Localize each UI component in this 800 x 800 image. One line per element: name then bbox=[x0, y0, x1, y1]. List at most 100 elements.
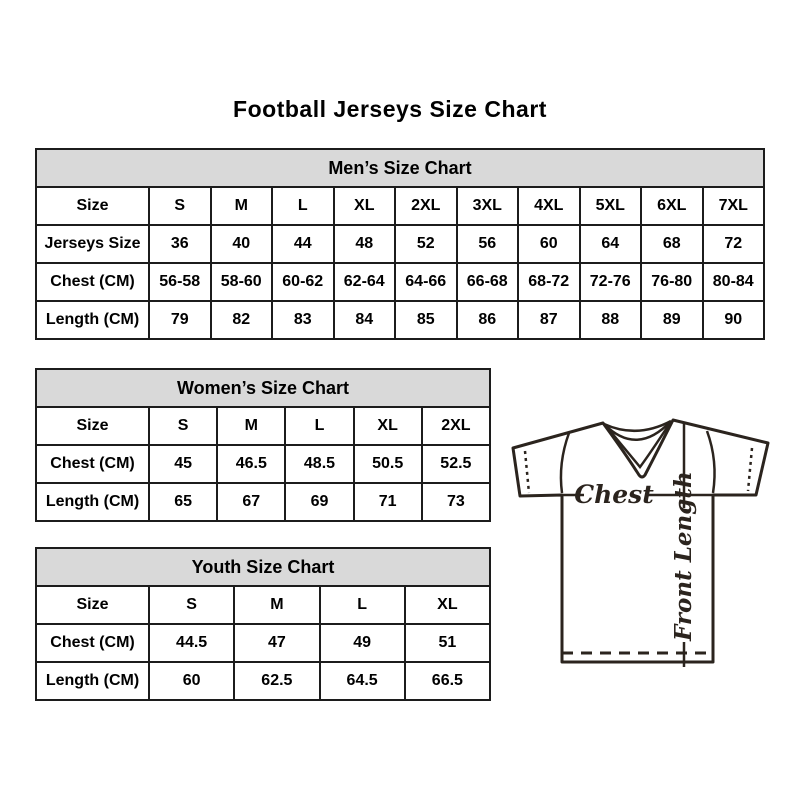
youth-table-title: Youth Size Chart bbox=[35, 547, 491, 587]
mens-cell: 84 bbox=[332, 300, 396, 340]
left-sleeve-seam bbox=[559, 432, 571, 494]
mens-cell: M bbox=[209, 186, 273, 226]
mens-cell: 52 bbox=[394, 224, 458, 264]
mens-row-label: Size bbox=[35, 186, 150, 226]
mens-cell: 72 bbox=[701, 224, 765, 264]
youth-cell: 66.5 bbox=[403, 661, 492, 701]
womens-table-row: Size S M L XL 2XL bbox=[35, 406, 492, 446]
mens-table-row: Chest (CM) 56-58 58-60 60-62 62-64 64-66 66-68… bbox=[35, 262, 765, 302]
collar-inner-v-line bbox=[605, 422, 672, 470]
mens-cell: 62-64 bbox=[332, 262, 396, 302]
womens-cell: 65 bbox=[147, 482, 219, 522]
mens-table-title: Men’s Size Chart bbox=[35, 148, 765, 188]
youth-row-label: Size bbox=[35, 585, 150, 625]
womens-row-label: Length (CM) bbox=[35, 482, 150, 522]
youth-cell: 49 bbox=[318, 623, 406, 663]
youth-table-row: Size S M L XL bbox=[35, 585, 492, 625]
youth-cell: M bbox=[233, 585, 321, 625]
youth-row-label: Length (CM) bbox=[35, 661, 150, 701]
womens-cell: S bbox=[147, 406, 219, 446]
mens-table-row: Jerseys Size 36 40 44 48 52 56 60 64 68 72 bbox=[35, 224, 765, 264]
womens-size-table: Women’s Size Chart Size S M L XL 2XL Chest (CM)… bbox=[35, 368, 492, 522]
mens-cell: 36 bbox=[148, 224, 212, 264]
mens-cell: 87 bbox=[517, 300, 581, 340]
mens-table-row: Size S M L XL 2XL 3XL 4XL 5XL 6XL 7XL bbox=[35, 186, 765, 226]
youth-table-row: Length (CM) 60 62.5 64.5 66.5 bbox=[35, 661, 492, 701]
mens-cell: 76-80 bbox=[640, 262, 704, 302]
womens-table-row: Length (CM) 65 67 69 71 73 bbox=[35, 482, 492, 522]
youth-size-table: Youth Size Chart Size S M L XL Chest (CM) 44.5 4… bbox=[35, 547, 492, 701]
mens-size-table: Men’s Size Chart Size S M L XL 2XL 3XL 4XL 5XL 6XL… bbox=[35, 148, 765, 340]
right-cuff-dashed-line bbox=[746, 447, 754, 492]
womens-cell: 2XL bbox=[420, 406, 492, 446]
mens-cell: 58-60 bbox=[209, 262, 273, 302]
mens-cell: 83 bbox=[271, 300, 335, 340]
mens-cell: 60 bbox=[517, 224, 581, 264]
womens-cell: 69 bbox=[284, 482, 355, 522]
mens-cell: 2XL bbox=[394, 186, 458, 226]
mens-cell: 66-68 bbox=[455, 262, 519, 302]
mens-cell: 90 bbox=[701, 300, 765, 340]
youth-cell: 51 bbox=[403, 623, 492, 663]
mens-cell: 86 bbox=[455, 300, 519, 340]
mens-table-row: Length (CM) 79 82 83 84 85 86 87 88 89 90 bbox=[35, 300, 765, 340]
mens-cell: 79 bbox=[148, 300, 212, 340]
mens-cell: 88 bbox=[578, 300, 642, 340]
youth-cell: 60 bbox=[147, 661, 236, 701]
womens-cell: 52.5 bbox=[420, 444, 492, 484]
womens-cell: 71 bbox=[352, 482, 423, 522]
mens-cell: 68 bbox=[640, 224, 704, 264]
youth-cell: 44.5 bbox=[147, 623, 236, 663]
womens-cell: 50.5 bbox=[352, 444, 423, 484]
youth-table-row: Chest (CM) 44.5 47 49 51 bbox=[35, 623, 492, 663]
womens-cell: L bbox=[284, 406, 355, 446]
mens-cell: XL bbox=[332, 186, 396, 226]
mens-cell: 5XL bbox=[578, 186, 642, 226]
youth-cell: 64.5 bbox=[318, 661, 406, 701]
mens-cell: L bbox=[271, 186, 335, 226]
youth-row-label: Chest (CM) bbox=[35, 623, 150, 663]
womens-cell: 48.5 bbox=[284, 444, 355, 484]
youth-cell: L bbox=[318, 585, 406, 625]
mens-cell: 56 bbox=[455, 224, 519, 264]
mens-cell: 85 bbox=[394, 300, 458, 340]
front-length-label: Front Length bbox=[670, 471, 697, 642]
womens-table-row: Chest (CM) 45 46.5 48.5 50.5 52.5 bbox=[35, 444, 492, 484]
mens-row-label: Jerseys Size bbox=[35, 224, 150, 264]
mens-cell: 44 bbox=[271, 224, 335, 264]
mens-cell: 7XL bbox=[701, 186, 765, 226]
mens-cell: 6XL bbox=[640, 186, 704, 226]
mens-cell: 82 bbox=[209, 300, 273, 340]
mens-cell: S bbox=[148, 186, 212, 226]
collar-back-line bbox=[603, 419, 672, 433]
womens-cell: M bbox=[216, 406, 287, 446]
jersey-outline bbox=[511, 418, 770, 664]
womens-cell: XL bbox=[352, 406, 423, 446]
right-sleeve-seam bbox=[705, 430, 716, 494]
womens-cell: 67 bbox=[216, 482, 287, 522]
mens-cell: 60-62 bbox=[271, 262, 335, 302]
womens-table-title: Women’s Size Chart bbox=[35, 368, 491, 408]
womens-row-label: Size bbox=[35, 406, 150, 446]
mens-cell: 4XL bbox=[517, 186, 581, 226]
mens-cell: 72-76 bbox=[578, 262, 642, 302]
mens-cell: 89 bbox=[640, 300, 704, 340]
youth-cell: 47 bbox=[233, 623, 321, 663]
jersey-measurement-diagram: Chest Front Length bbox=[511, 418, 770, 667]
page-title: Football Jerseys Size Chart bbox=[233, 96, 547, 122]
womens-cell: 46.5 bbox=[216, 444, 287, 484]
womens-cell: 73 bbox=[420, 482, 492, 522]
youth-cell: 62.5 bbox=[233, 661, 321, 701]
mens-cell: 48 bbox=[332, 224, 396, 264]
chest-label: Chest bbox=[574, 480, 654, 509]
mens-cell: 40 bbox=[209, 224, 273, 264]
mens-row-label: Length (CM) bbox=[35, 300, 150, 340]
youth-cell: XL bbox=[403, 585, 492, 625]
mens-cell: 80-84 bbox=[701, 262, 765, 302]
mens-row-label: Chest (CM) bbox=[35, 262, 150, 302]
womens-row-label: Chest (CM) bbox=[35, 444, 150, 484]
mens-cell: 68-72 bbox=[517, 262, 581, 302]
left-cuff-dashed-line bbox=[523, 450, 531, 494]
womens-cell: 45 bbox=[147, 444, 219, 484]
mens-cell: 3XL bbox=[455, 186, 519, 226]
